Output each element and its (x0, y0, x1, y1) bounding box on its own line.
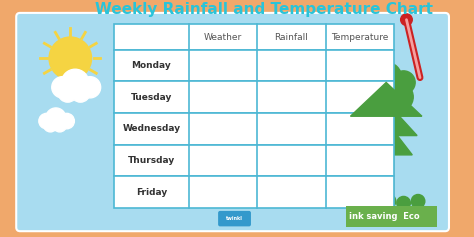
Circle shape (49, 37, 91, 80)
Circle shape (58, 83, 77, 102)
Text: Monday: Monday (131, 61, 171, 70)
FancyBboxPatch shape (16, 13, 449, 231)
Circle shape (39, 113, 55, 129)
Circle shape (353, 195, 367, 208)
Circle shape (53, 118, 67, 132)
Bar (114, 24, 394, 50)
Circle shape (71, 83, 90, 102)
Text: Weather: Weather (204, 32, 242, 41)
Text: Wednesday: Wednesday (122, 124, 181, 133)
Text: Temperature: Temperature (331, 32, 388, 41)
Polygon shape (356, 102, 417, 136)
Text: Rainfall: Rainfall (274, 32, 309, 41)
Text: Thursday: Thursday (128, 156, 175, 165)
Bar (346, 206, 438, 227)
FancyBboxPatch shape (218, 211, 251, 226)
Text: Weekly Rainfall and Temperature Chart: Weekly Rainfall and Temperature Chart (94, 2, 432, 17)
Bar (114, 81, 394, 113)
Text: twinkl: twinkl (226, 216, 243, 221)
Circle shape (80, 77, 100, 98)
Bar (114, 50, 394, 81)
Circle shape (357, 82, 383, 107)
Circle shape (401, 14, 412, 25)
Text: Tuesday: Tuesday (131, 93, 172, 102)
Circle shape (383, 195, 396, 208)
Text: ink saving  Eco: ink saving Eco (349, 212, 419, 221)
Bar (114, 176, 394, 208)
Circle shape (371, 62, 401, 93)
Circle shape (411, 195, 425, 208)
Circle shape (392, 71, 415, 94)
Circle shape (52, 77, 73, 98)
Circle shape (44, 118, 57, 132)
Bar (379, 150, 393, 208)
Bar (114, 113, 394, 145)
Circle shape (59, 113, 74, 129)
Circle shape (384, 82, 413, 111)
Circle shape (362, 70, 397, 105)
Circle shape (397, 196, 410, 210)
Bar (114, 145, 394, 176)
Polygon shape (360, 121, 412, 155)
Circle shape (368, 196, 382, 210)
Text: Friday: Friday (136, 188, 167, 197)
Circle shape (46, 108, 66, 128)
Polygon shape (350, 82, 422, 116)
Circle shape (61, 69, 89, 97)
